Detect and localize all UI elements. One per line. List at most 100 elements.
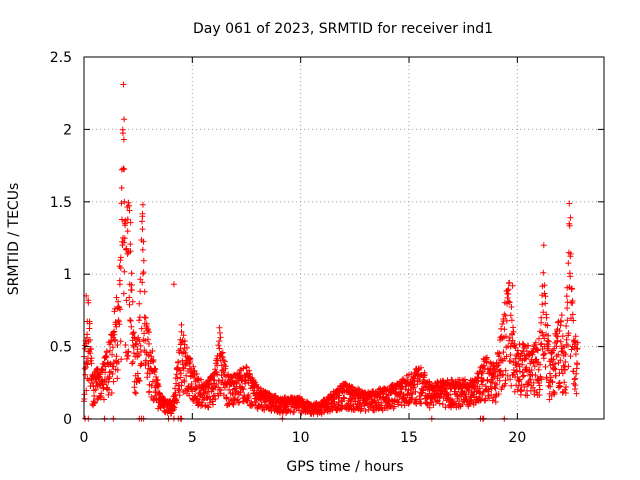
data-point — [500, 349, 507, 356]
data-point — [432, 387, 438, 394]
data-point — [233, 380, 240, 387]
data-point — [235, 377, 242, 384]
data-point — [563, 384, 569, 390]
data-point — [503, 333, 509, 340]
data-point — [129, 360, 136, 367]
data-point — [424, 400, 431, 407]
x-tick-label: 20 — [508, 430, 526, 446]
data-point — [170, 281, 177, 288]
data-point — [572, 382, 579, 389]
data-point — [459, 385, 465, 392]
data-point — [426, 404, 433, 411]
data-point — [174, 375, 181, 382]
data-point — [541, 335, 548, 342]
data-point — [140, 269, 147, 276]
data-point — [206, 381, 213, 388]
data-point — [183, 344, 190, 351]
data-point — [175, 358, 182, 365]
data-point — [223, 394, 230, 401]
data-point — [424, 379, 431, 386]
data-point — [499, 321, 506, 327]
data-point — [176, 367, 183, 374]
data-point — [566, 222, 573, 229]
data-point — [541, 282, 548, 289]
data-point — [430, 402, 437, 408]
data-point — [538, 340, 545, 347]
data-point — [542, 350, 548, 357]
data-point — [339, 398, 346, 405]
data-point — [399, 384, 406, 390]
data-point — [123, 246, 130, 253]
data-point — [322, 399, 329, 406]
data-point — [118, 200, 125, 207]
data-point — [120, 81, 127, 88]
data-point — [127, 241, 134, 248]
data-point — [179, 338, 186, 345]
data-point — [523, 355, 529, 362]
data-point — [104, 359, 111, 366]
data-point — [532, 339, 539, 346]
data-point — [106, 373, 113, 380]
data-point — [538, 376, 545, 383]
data-point — [138, 325, 145, 332]
data-point — [94, 365, 100, 372]
data-point — [133, 341, 139, 347]
data-point — [139, 226, 146, 233]
data-point — [442, 386, 449, 393]
data-point — [88, 360, 95, 367]
data-point — [503, 353, 510, 360]
data-point — [112, 337, 119, 344]
data-point — [135, 377, 142, 384]
data-point — [176, 386, 183, 393]
data-point — [206, 399, 213, 406]
data-point — [99, 366, 106, 373]
data-point — [114, 375, 121, 382]
data-point — [541, 290, 548, 297]
data-point — [567, 214, 574, 221]
data-point — [146, 329, 152, 336]
data-point — [401, 402, 408, 409]
data-point — [146, 388, 153, 395]
data-point — [252, 379, 259, 386]
y-tick-label: 0 — [63, 412, 72, 428]
data-point — [216, 338, 223, 345]
y-tick-label: 1.5 — [50, 195, 72, 211]
data-point — [528, 356, 535, 363]
data-point — [127, 219, 134, 226]
data-point — [141, 314, 148, 321]
data-point — [180, 349, 187, 355]
data-point — [127, 317, 134, 324]
data-point — [568, 346, 575, 353]
data-point — [565, 260, 572, 267]
data-point — [386, 387, 393, 394]
data-point — [560, 349, 567, 356]
data-point — [409, 391, 416, 398]
data-point — [510, 324, 516, 331]
data-point — [107, 347, 113, 354]
data-point — [117, 254, 124, 261]
data-point — [214, 362, 221, 369]
data-point — [198, 376, 204, 383]
data-point — [342, 381, 349, 387]
data-point — [136, 300, 143, 307]
data-point — [174, 366, 181, 373]
data-point — [107, 341, 113, 348]
data-point — [557, 317, 564, 324]
data-point — [261, 389, 268, 395]
data-point — [502, 377, 509, 384]
data-point — [355, 385, 362, 392]
data-point — [551, 389, 558, 396]
data-point — [529, 351, 536, 358]
data-point — [502, 312, 509, 319]
data-point — [542, 300, 549, 307]
data-point — [467, 400, 474, 407]
data-point — [506, 279, 513, 286]
data-point — [464, 385, 471, 392]
data-point — [552, 360, 559, 367]
data-point — [123, 297, 130, 304]
data-point — [542, 293, 549, 300]
data-point — [173, 380, 180, 387]
data-point — [105, 378, 112, 385]
data-point — [133, 390, 139, 397]
data-point — [152, 388, 159, 395]
